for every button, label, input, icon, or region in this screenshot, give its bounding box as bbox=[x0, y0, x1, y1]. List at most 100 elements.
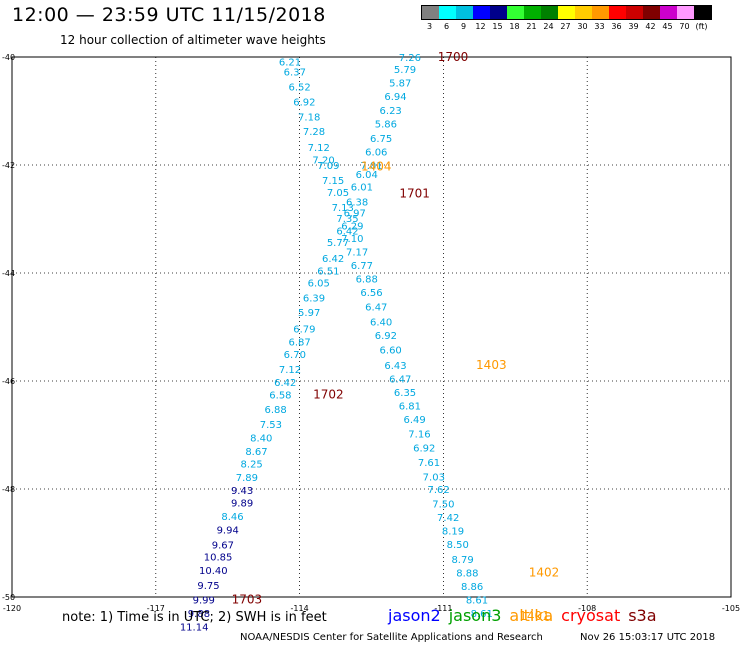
wave-height-label: 6.88 bbox=[265, 405, 287, 416]
wave-height-label: 9.75 bbox=[197, 581, 219, 592]
y-tick-label: -46 bbox=[2, 377, 15, 386]
legend-label: 6 bbox=[443, 22, 450, 31]
legend-label: 9 bbox=[460, 22, 467, 31]
wave-height-label: 6.38 bbox=[346, 198, 368, 209]
wave-height-label: 6.23 bbox=[380, 106, 402, 117]
y-tick-label: -50 bbox=[2, 593, 15, 602]
y-tick-label: -40 bbox=[2, 53, 15, 62]
satellite-jason3: jason3 bbox=[448, 606, 502, 625]
wave-height-label: 7.12 bbox=[308, 143, 330, 154]
wave-height-label: 7.61 bbox=[418, 458, 440, 469]
wave-height-label: 8.67 bbox=[245, 447, 267, 458]
legend-swatch bbox=[626, 6, 643, 19]
pass-time-label: 1703 bbox=[232, 593, 263, 607]
legend-swatch bbox=[609, 6, 626, 19]
legend-label: 24 bbox=[543, 22, 554, 31]
wave-height-label: 7.18 bbox=[298, 112, 320, 123]
wave-height-label: 8.86 bbox=[461, 582, 483, 593]
legend-label: 18 bbox=[509, 22, 520, 31]
satellite-s3a: s3a bbox=[628, 606, 657, 625]
wave-height-label: 6.47 bbox=[365, 302, 387, 313]
wave-height-label: 9.43 bbox=[231, 486, 253, 497]
y-tick-label: -42 bbox=[2, 161, 15, 170]
credit-text: NOAA/NESDIS Center for Satellite Applica… bbox=[240, 632, 543, 643]
wave-height-label: 6.04 bbox=[356, 170, 378, 181]
wave-height-label: 8.19 bbox=[442, 527, 464, 538]
legend-swatch bbox=[507, 6, 524, 19]
wave-height-label: 7.26 bbox=[399, 53, 421, 64]
wave-height-label: 9.89 bbox=[231, 499, 253, 510]
x-tick-label: -114 bbox=[291, 604, 309, 613]
y-tick-label: -48 bbox=[2, 485, 15, 494]
wave-height-label: 6.01 bbox=[351, 183, 373, 194]
wave-height-label: 7.35 bbox=[336, 214, 358, 225]
wave-height-label: 8.61 bbox=[471, 609, 493, 620]
wave-height-label: 6.97 bbox=[344, 209, 366, 220]
wave-height-label: 6.60 bbox=[380, 346, 402, 357]
legend-label: 70 bbox=[679, 22, 690, 31]
wave-height-label: 6.70 bbox=[284, 350, 306, 361]
footer-note: note: 1) Time is in UTC; 2) SWH is in fe… bbox=[62, 610, 327, 625]
wave-height-label: 10.40 bbox=[199, 566, 228, 577]
wave-height-label: 8.40 bbox=[250, 434, 272, 445]
pass-time-label: 1404 bbox=[361, 160, 392, 174]
wave-height-label: 6.40 bbox=[370, 318, 392, 329]
legend-swatch bbox=[456, 6, 473, 19]
legend-label: 33 bbox=[594, 22, 605, 31]
wave-height-label: 9.88 bbox=[188, 609, 210, 620]
generated-timestamp: Nov 26 15:03:17 UTC 2018 bbox=[580, 632, 716, 643]
satellite-cryosat: cryosat bbox=[561, 606, 621, 625]
wave-height-label: 6.88 bbox=[356, 274, 378, 285]
x-tick-label: -120 bbox=[3, 604, 21, 613]
wave-height-label: 8.88 bbox=[456, 569, 478, 580]
legend-swatch bbox=[524, 6, 541, 19]
pass-time-label: 1701 bbox=[399, 187, 430, 201]
legend-labels: 3 6 9 12 15 18 21 24 27 30 33 36 39 42 45 70 (ft) bbox=[421, 22, 712, 31]
pass-time-label: 1402 bbox=[529, 566, 560, 580]
legend-swatch bbox=[575, 6, 592, 19]
x-tick-label: -111 bbox=[434, 604, 452, 613]
chart-subtitle: 12 hour collection of altimeter wave hei… bbox=[60, 33, 326, 47]
wave-height-label: 11.14 bbox=[180, 623, 209, 634]
wave-height-label: 8.79 bbox=[451, 555, 473, 566]
wave-height-label: 6.43 bbox=[384, 361, 406, 372]
wave-height-label: 7.89 bbox=[236, 473, 258, 484]
legend-swatch bbox=[660, 6, 677, 19]
x-tick-label: -105 bbox=[722, 604, 740, 613]
legend-label: 39 bbox=[628, 22, 639, 31]
wave-height-label: 6.49 bbox=[404, 415, 426, 426]
wave-height-label: 9.67 bbox=[212, 541, 234, 552]
wave-height-label: 6.52 bbox=[288, 83, 310, 94]
wave-height-label: 7.10 bbox=[341, 234, 363, 245]
pass-time-label: 1401 bbox=[519, 609, 550, 623]
wave-height-label: 7.20 bbox=[312, 156, 334, 167]
wave-height-label: 6.21 bbox=[279, 57, 301, 68]
wave-height-label: 7.17 bbox=[346, 247, 368, 258]
legend-label: 15 bbox=[492, 22, 503, 31]
wave-height-label: 7.13 bbox=[332, 203, 354, 214]
wave-height-label: 7.09 bbox=[317, 161, 339, 172]
wave-height-label: 8.46 bbox=[221, 512, 243, 523]
legend-swatch bbox=[558, 6, 575, 19]
legend-swatch bbox=[643, 6, 660, 19]
wave-height-label: 5.97 bbox=[298, 308, 320, 319]
wave-height-label: 6.79 bbox=[293, 325, 315, 336]
wave-height-label: 8.61 bbox=[466, 596, 488, 607]
legend-label: 30 bbox=[577, 22, 588, 31]
satellite-altika: altika bbox=[509, 606, 554, 625]
x-tick-label: -108 bbox=[578, 604, 596, 613]
legend-label: 27 bbox=[560, 22, 571, 31]
legend-label: 36 bbox=[611, 22, 622, 31]
wave-height-label: 7.42 bbox=[437, 513, 459, 524]
legend-label: 3 bbox=[426, 22, 433, 31]
wave-height-label: 6.94 bbox=[384, 92, 406, 103]
legend-label: 42 bbox=[645, 22, 656, 31]
wave-height-label: 6.81 bbox=[399, 401, 421, 412]
wave-height-label: 6.87 bbox=[288, 338, 310, 349]
wave-height-label: 6.58 bbox=[269, 391, 291, 402]
wave-height-label: 6.37 bbox=[284, 68, 306, 79]
wave-height-label: 6.92 bbox=[375, 331, 397, 342]
wave-height-label: 6.42 bbox=[336, 226, 358, 237]
wave-height-label: 7.03 bbox=[423, 473, 445, 484]
